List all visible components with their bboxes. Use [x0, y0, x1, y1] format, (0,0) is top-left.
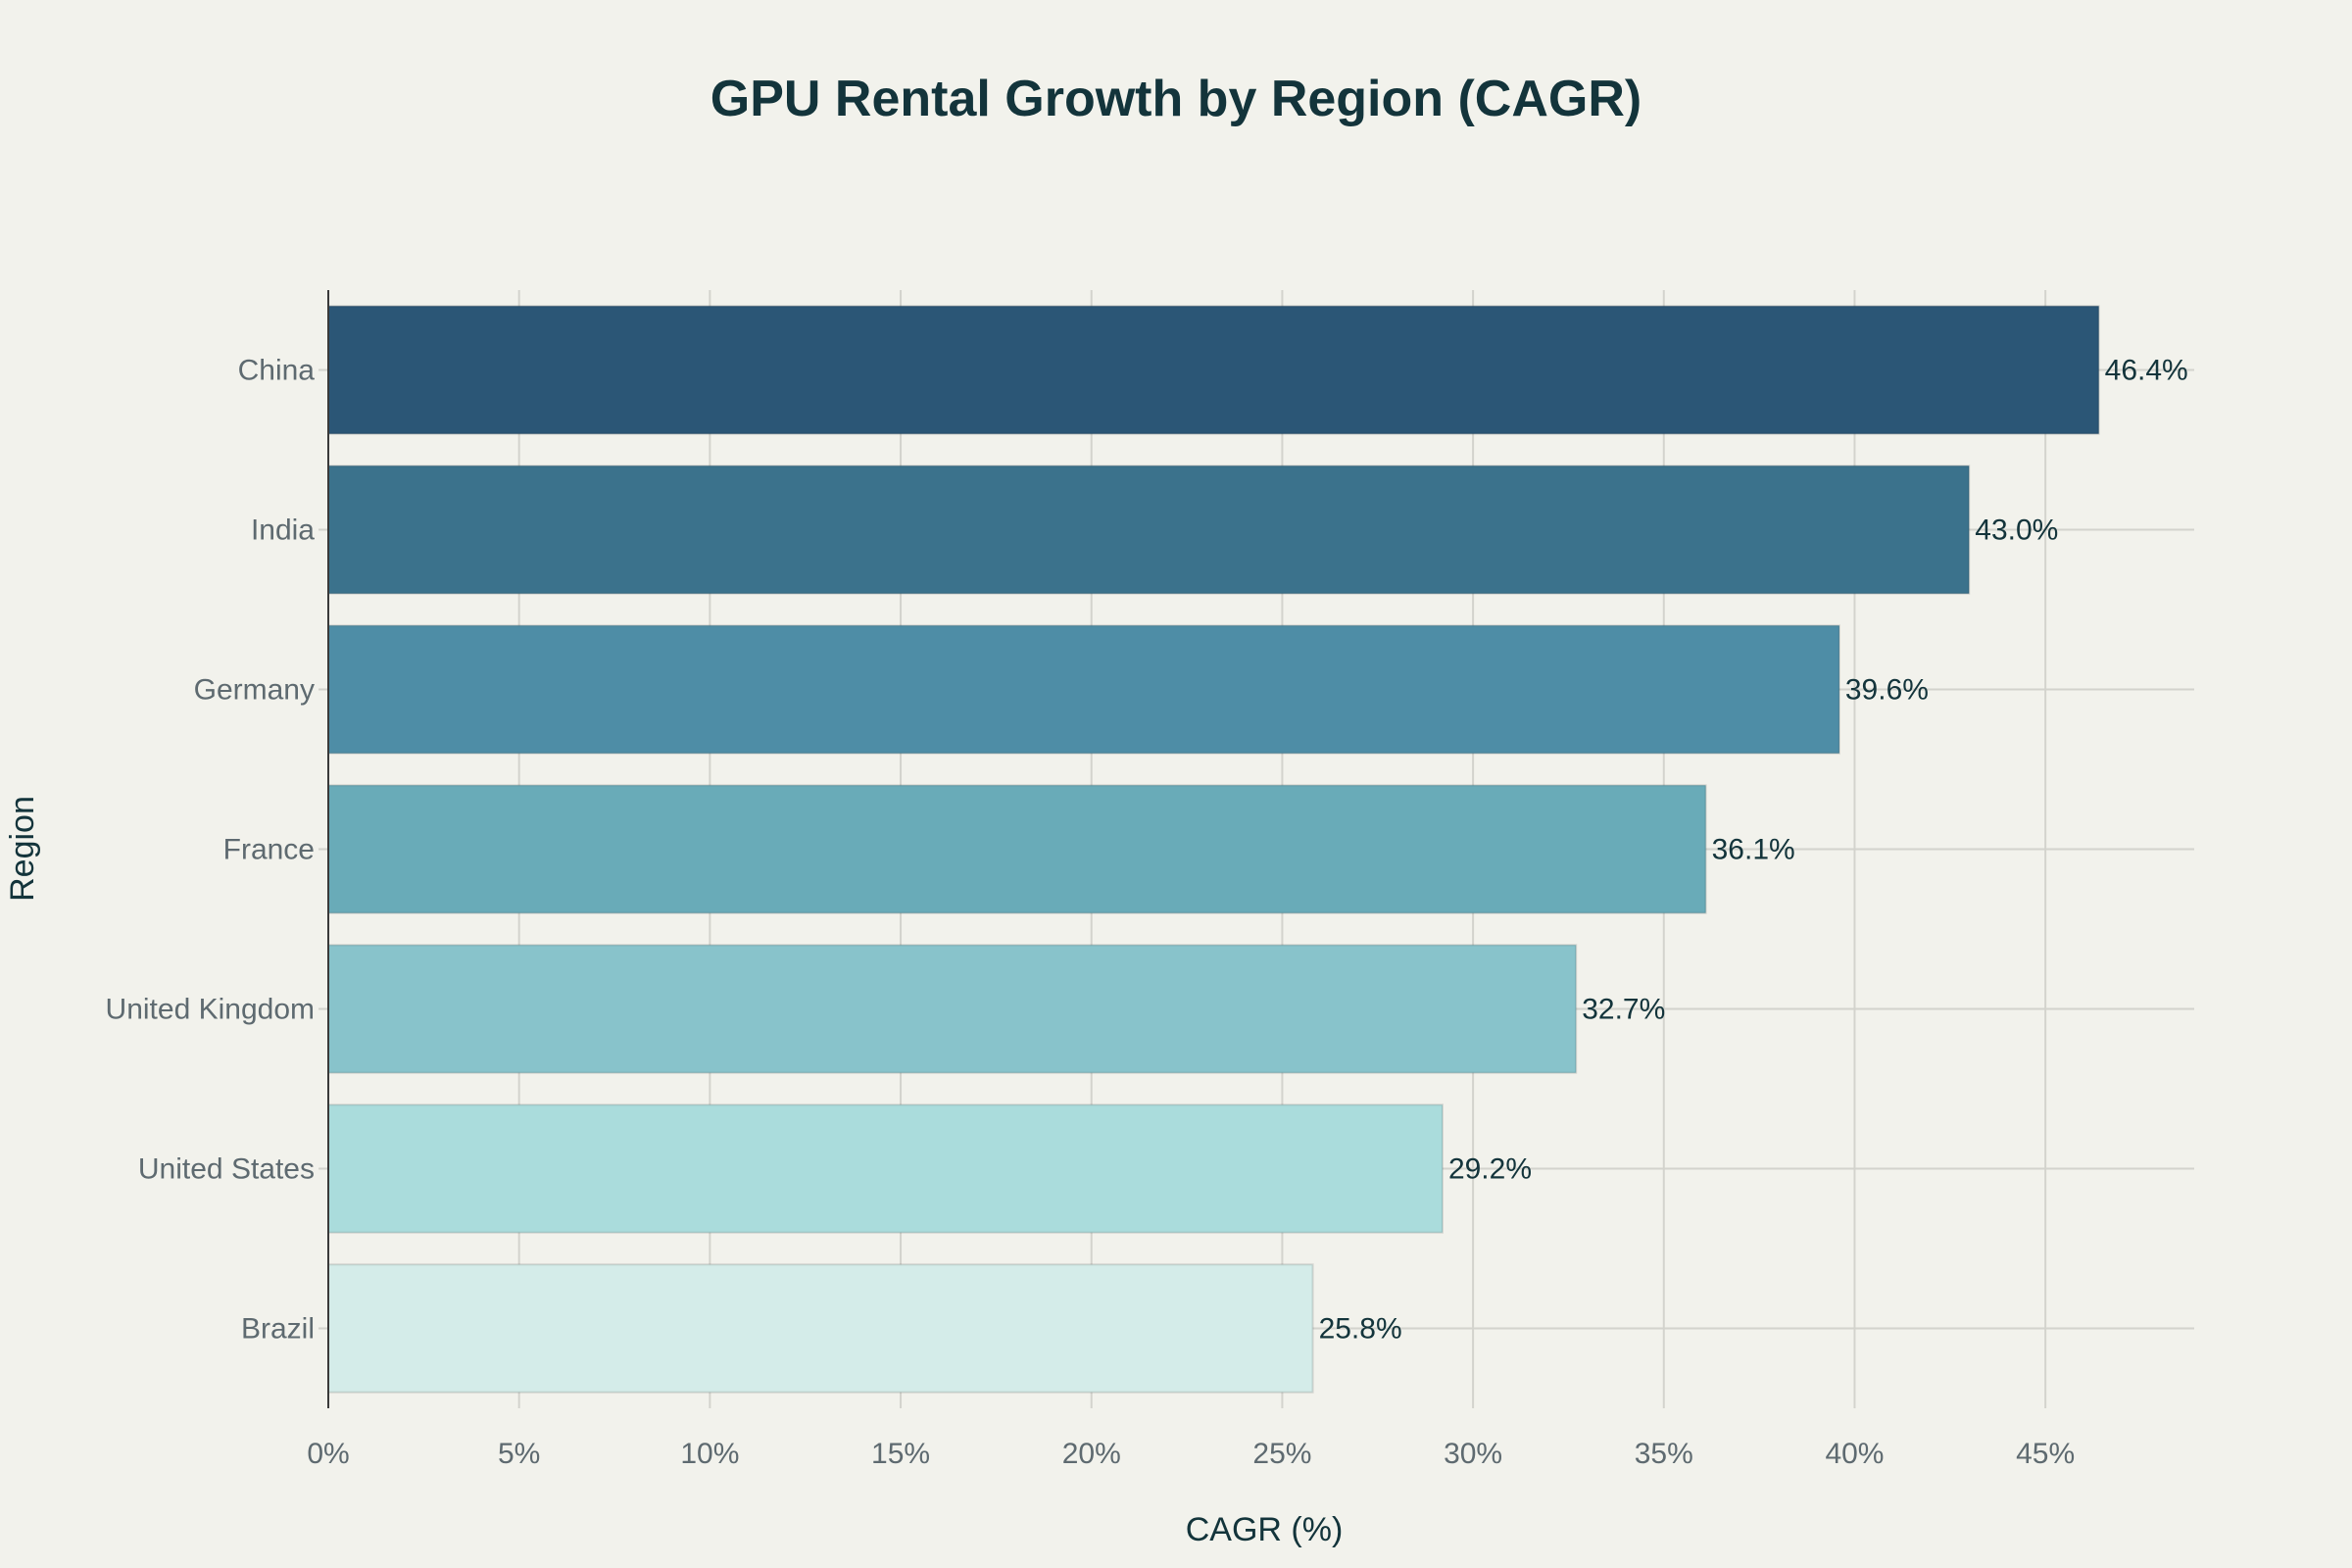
- bar-germany: [327, 624, 1840, 755]
- y-tick-label: Germany: [194, 674, 315, 707]
- data-label: 39.6%: [1845, 674, 1929, 707]
- data-label: 25.8%: [1319, 1313, 1402, 1346]
- x-tick-label: 40%: [1825, 1438, 1884, 1470]
- bar-france: [327, 784, 1707, 914]
- bar-brazil: [327, 1263, 1314, 1394]
- x-tick-label: 15%: [871, 1438, 930, 1470]
- x-tick-label: 45%: [2016, 1438, 2075, 1470]
- x-axis-title: CAGR (%): [1186, 1511, 1344, 1548]
- y-tick-label: Brazil: [241, 1313, 315, 1346]
- y-tick-label: France: [223, 834, 315, 866]
- bar-united-states: [327, 1103, 1444, 1234]
- y-tick-label: China: [238, 355, 316, 387]
- bar-india: [327, 465, 1971, 595]
- x-tick-label: 10%: [680, 1438, 739, 1470]
- bars: [327, 305, 2100, 1394]
- data-label: 29.2%: [1448, 1153, 1532, 1186]
- data-labels: 46.4% 43.0% 39.6% 36.1% 32.7% 29.2% 25.8%: [1319, 355, 2188, 1346]
- x-tick-label: 25%: [1252, 1438, 1311, 1470]
- x-tick-label: 20%: [1062, 1438, 1121, 1470]
- bar-china: [327, 305, 2100, 435]
- x-tick-label: 30%: [1444, 1438, 1502, 1470]
- data-label: 43.0%: [1975, 514, 2058, 547]
- y-axis-ticks: China India Germany France United Kingdom Uni…: [106, 355, 328, 1346]
- data-label: 32.7%: [1582, 994, 1665, 1026]
- data-label: 46.4%: [2105, 355, 2188, 387]
- x-axis-ticks: 0% 5% 10% 15% 20% 25% 30% 35% 40% 45%: [307, 1438, 2075, 1470]
- x-tick-label: 35%: [1635, 1438, 1693, 1470]
- y-tick-label: United States: [138, 1153, 315, 1186]
- bar-united-kingdom: [327, 944, 1578, 1074]
- y-axis-title: Region: [4, 796, 41, 902]
- y-tick-label: India: [251, 514, 315, 547]
- chart-title: GPU Rental Growth by Region (CAGR): [710, 71, 1642, 127]
- x-tick-label: 5%: [498, 1438, 540, 1470]
- y-tick-label: United Kingdom: [106, 994, 315, 1026]
- data-label: 36.1%: [1712, 834, 1795, 866]
- x-tick-label: 0%: [307, 1438, 349, 1470]
